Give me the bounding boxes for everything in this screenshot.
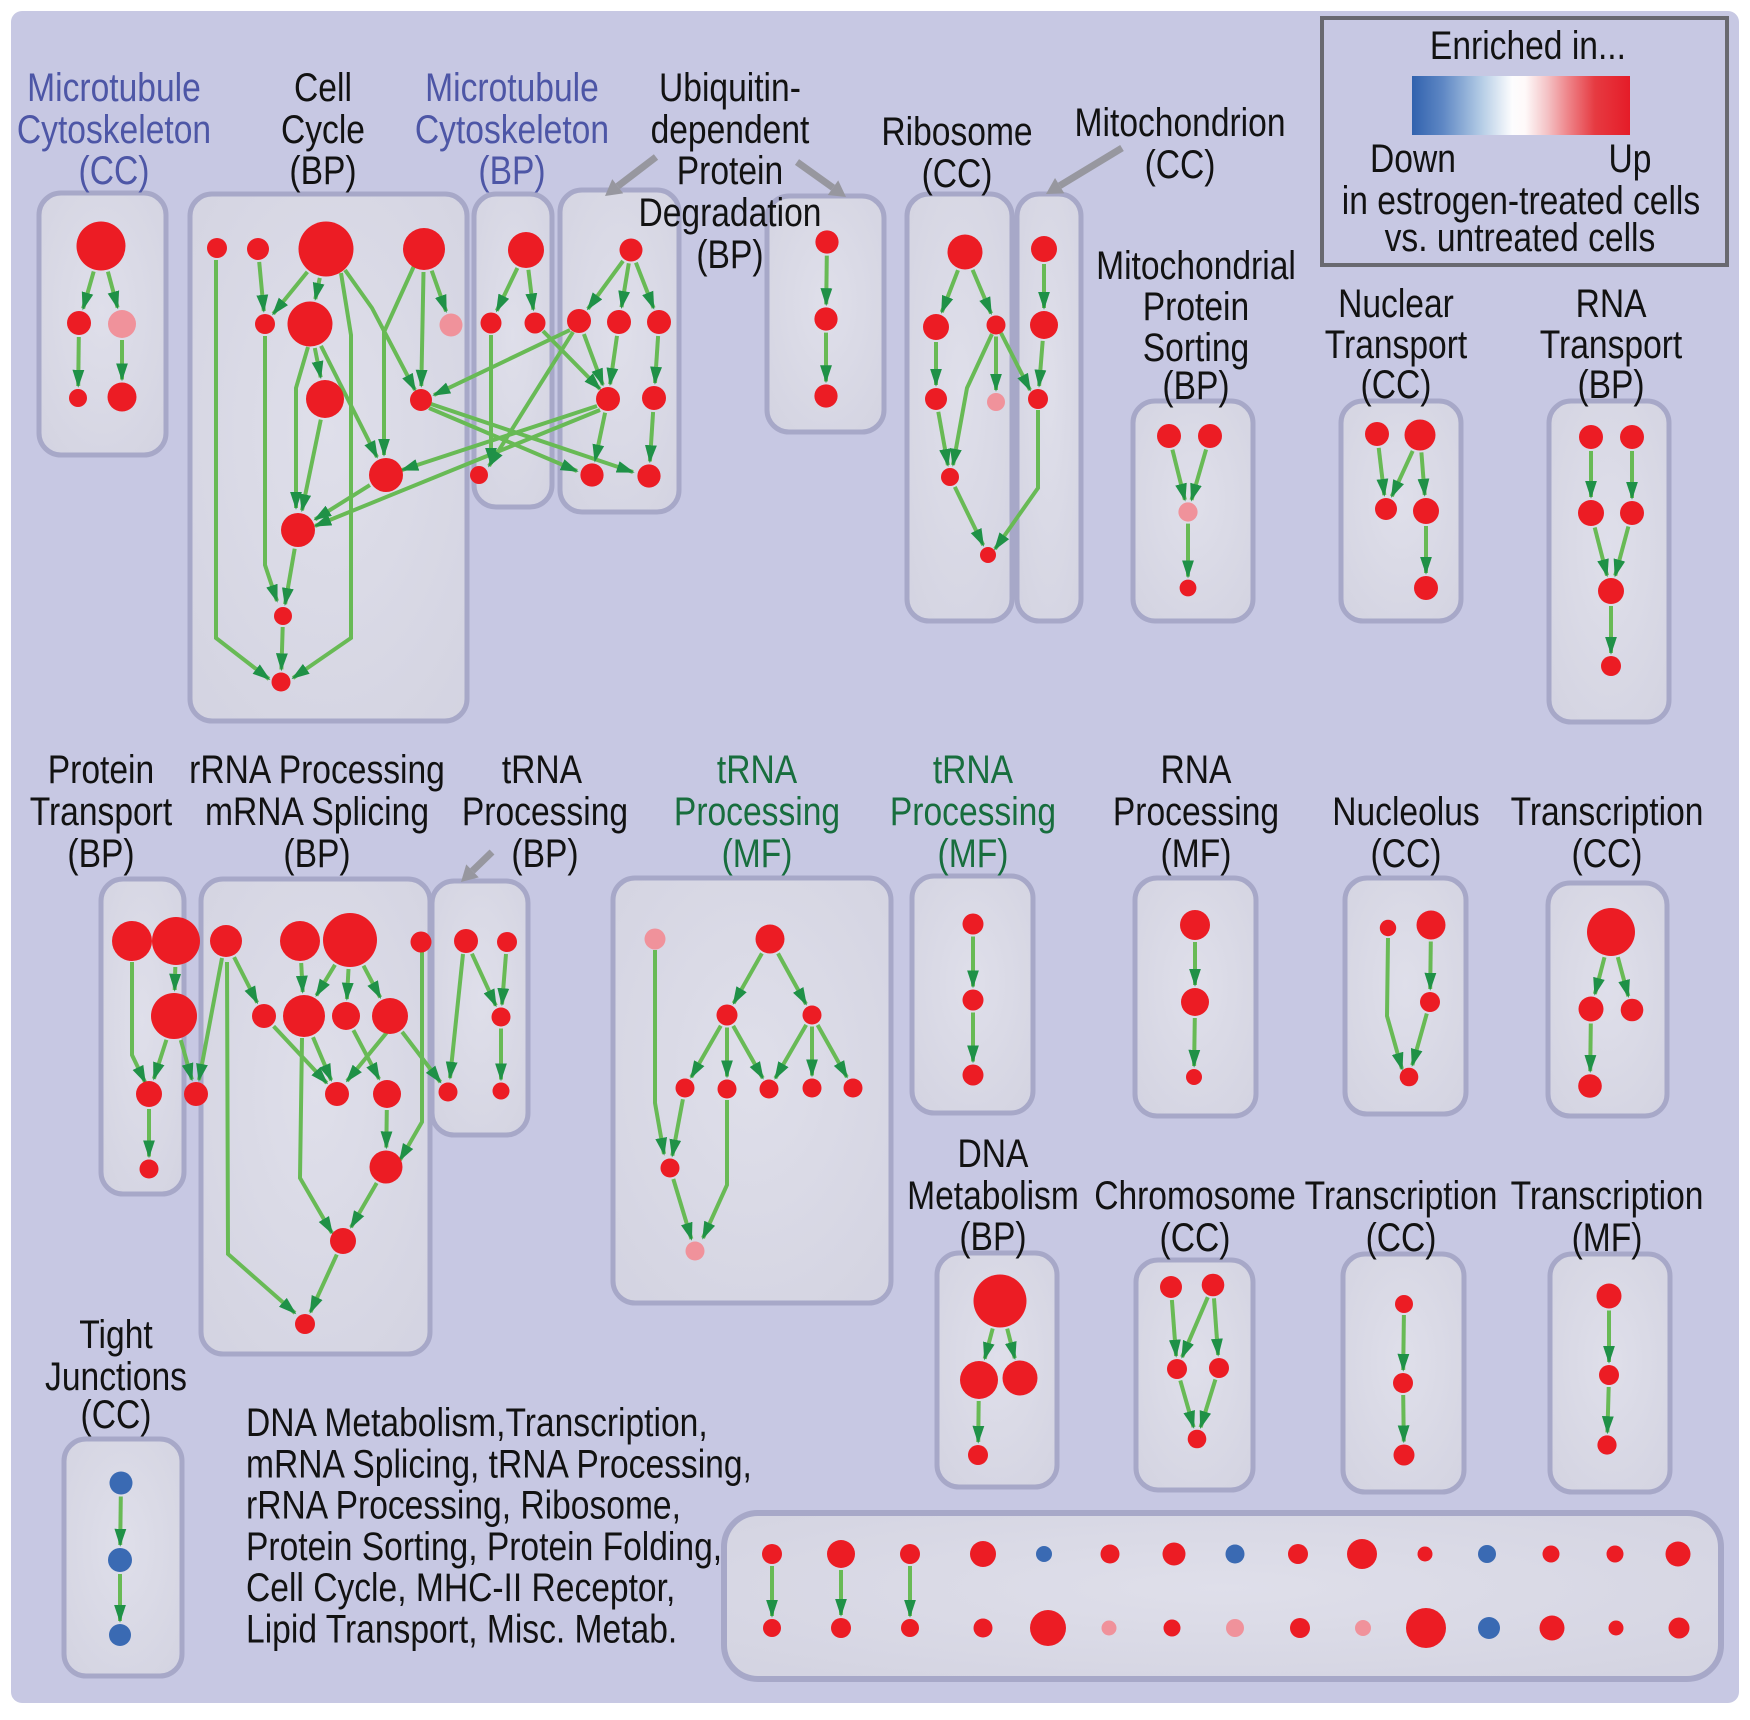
svg-text:Up: Up <box>1609 136 1652 180</box>
svg-text:Sorting: Sorting <box>1143 325 1249 369</box>
svg-text:Cytoskeleton: Cytoskeleton <box>415 107 609 151</box>
svg-text:Ubiquitin-: Ubiquitin- <box>659 65 801 109</box>
svg-text:Down: Down <box>1370 136 1456 180</box>
svg-text:Processing: Processing <box>1113 789 1279 833</box>
svg-text:Processing: Processing <box>462 789 628 833</box>
svg-text:Transcription: Transcription <box>1511 1173 1704 1217</box>
svg-text:rRNA Processing: rRNA Processing <box>189 747 445 791</box>
svg-text:Transport: Transport <box>1540 322 1682 366</box>
svg-text:(CC): (CC) <box>1366 1215 1437 1259</box>
svg-text:(BP): (BP) <box>67 831 134 875</box>
svg-text:vs. untreated cells: vs. untreated cells <box>1385 215 1656 259</box>
svg-text:Transport: Transport <box>30 789 172 833</box>
svg-text:(BP): (BP) <box>959 1214 1026 1258</box>
svg-text:Protein Sorting, Protein Foldi: Protein Sorting, Protein Folding, <box>246 1524 722 1568</box>
svg-text:dependent: dependent <box>651 107 810 151</box>
svg-text:(CC): (CC) <box>922 151 993 195</box>
svg-text:Cell Cycle, MHC-II Receptor,: Cell Cycle, MHC-II Receptor, <box>246 1565 675 1609</box>
svg-text:tRNA: tRNA <box>717 747 798 791</box>
svg-text:RNA: RNA <box>1576 281 1647 325</box>
svg-text:Chromosome: Chromosome <box>1094 1173 1296 1217</box>
svg-text:mRNA Splicing: mRNA Splicing <box>205 789 429 833</box>
svg-text:(BP): (BP) <box>1162 363 1229 407</box>
svg-text:in estrogen-treated cells: in estrogen-treated cells <box>1342 178 1700 222</box>
svg-text:(CC): (CC) <box>1160 1215 1231 1259</box>
svg-text:Protein: Protein <box>1143 284 1249 328</box>
svg-text:Nucleolus: Nucleolus <box>1332 789 1479 833</box>
svg-text:Transport: Transport <box>1325 322 1467 366</box>
svg-text:(MF): (MF) <box>1572 1215 1643 1259</box>
svg-text:(CC): (CC) <box>79 148 150 192</box>
svg-text:(MF): (MF) <box>938 831 1009 875</box>
svg-text:Processing: Processing <box>890 789 1056 833</box>
svg-text:(MF): (MF) <box>722 831 793 875</box>
svg-text:Cytoskeleton: Cytoskeleton <box>17 107 211 151</box>
svg-text:Nuclear: Nuclear <box>1338 281 1454 325</box>
svg-text:Protein: Protein <box>677 148 783 192</box>
svg-text:(CC): (CC) <box>1572 831 1643 875</box>
svg-text:Junctions: Junctions <box>45 1354 187 1398</box>
svg-text:Ribosome: Ribosome <box>881 109 1032 153</box>
svg-text:Microtubule: Microtubule <box>27 65 201 109</box>
svg-text:Tight: Tight <box>79 1312 152 1356</box>
svg-text:RNA: RNA <box>1161 747 1232 791</box>
svg-text:Metabolism: Metabolism <box>907 1173 1079 1217</box>
svg-text:(BP): (BP) <box>478 148 545 192</box>
svg-text:tRNA: tRNA <box>933 747 1014 791</box>
svg-text:(CC): (CC) <box>81 1392 152 1436</box>
svg-text:Lipid Transport, Misc. Metab.: Lipid Transport, Misc. Metab. <box>246 1607 677 1651</box>
svg-text:mRNA Splicing, tRNA Processing: mRNA Splicing, tRNA Processing, <box>246 1442 752 1486</box>
svg-text:tRNA: tRNA <box>502 747 583 791</box>
svg-text:Microtubule: Microtubule <box>425 65 599 109</box>
svg-text:(CC): (CC) <box>1371 831 1442 875</box>
svg-text:(BP): (BP) <box>289 148 356 192</box>
svg-text:(CC): (CC) <box>1361 362 1432 406</box>
svg-text:Degradation: Degradation <box>638 190 821 234</box>
svg-text:Mitochondrial: Mitochondrial <box>1096 243 1296 287</box>
svg-text:Transcription: Transcription <box>1305 1173 1498 1217</box>
svg-text:(BP): (BP) <box>283 831 350 875</box>
svg-text:(CC): (CC) <box>1145 142 1216 186</box>
svg-text:DNA: DNA <box>958 1131 1029 1175</box>
svg-text:Protein: Protein <box>48 747 154 791</box>
svg-text:(BP): (BP) <box>511 831 578 875</box>
svg-text:Processing: Processing <box>674 789 840 833</box>
svg-text:Cycle: Cycle <box>281 107 365 151</box>
svg-text:Transcription: Transcription <box>1511 789 1704 833</box>
svg-text:Enriched in...: Enriched in... <box>1430 23 1626 67</box>
svg-text:(BP): (BP) <box>1577 362 1644 406</box>
svg-text:DNA Metabolism,Transcription,: DNA Metabolism,Transcription, <box>246 1400 708 1444</box>
svg-text:(MF): (MF) <box>1161 831 1232 875</box>
svg-text:(BP): (BP) <box>696 232 763 276</box>
svg-text:Mitochondrion: Mitochondrion <box>1075 100 1286 144</box>
svg-text:Cell: Cell <box>294 65 352 109</box>
svg-text:rRNA Processing, Ribosome,: rRNA Processing, Ribosome, <box>246 1483 681 1527</box>
